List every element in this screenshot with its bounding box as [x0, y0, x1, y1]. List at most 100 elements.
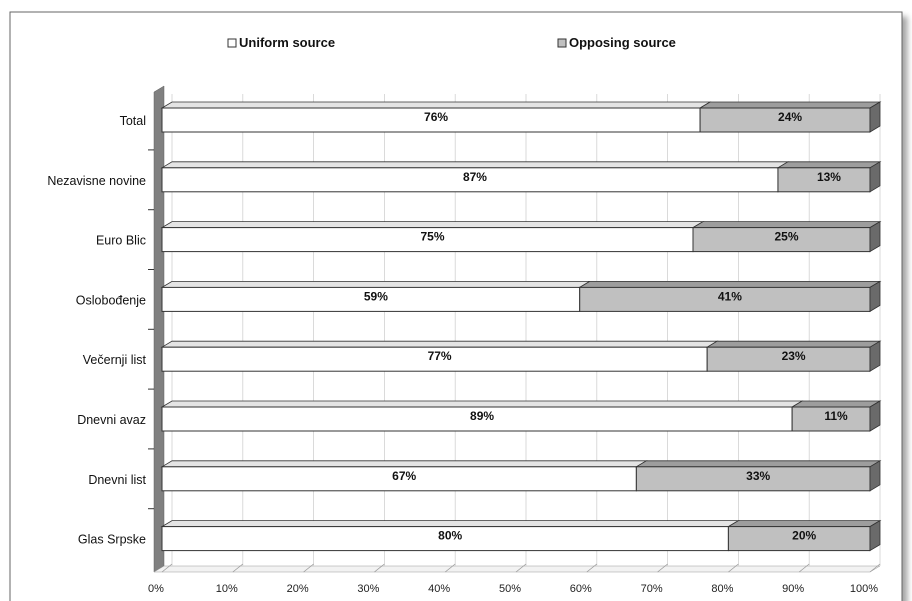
category-label: Dnevni list: [88, 473, 146, 487]
bar-euro-blic-opposing-source: 25%: [691, 220, 882, 253]
bar-front-face: [579, 286, 871, 312]
bar-side-face: [869, 460, 881, 492]
data-label: 24%: [778, 110, 802, 124]
bar-front-face: [161, 286, 581, 312]
data-label: 13%: [817, 170, 841, 184]
floor-gridline: [515, 563, 527, 573]
bar-nezavisne-novine-uniform-source: 87%: [160, 161, 790, 193]
x-tick-label: 40%: [428, 583, 450, 595]
bar-vecernji-list-uniform-source: 77%: [160, 340, 719, 372]
bar-side-face: [869, 340, 881, 372]
bar-top-face: [776, 161, 882, 169]
bar-oslobo-enje-opposing-source: 41%: [578, 280, 882, 313]
category-label: Oslobođenje: [76, 293, 146, 307]
bar-top-face: [160, 101, 712, 109]
bar-oslobo-enje-uniform-source: 59%: [160, 280, 592, 312]
bar-total-uniform-source: 76%: [160, 101, 712, 133]
bar-top-face: [160, 280, 592, 288]
bar-glas-srpske-opposing-source: 20%: [726, 519, 882, 552]
bar-nezavisne-novine-opposing-source: 13%: [776, 161, 882, 193]
bar-top-face: [160, 520, 740, 527]
x-tick-label: 100%: [850, 583, 878, 595]
legend: Uniform source Opposing source: [227, 35, 676, 50]
data-label: 89%: [470, 409, 494, 423]
bar-euro-blic-uniform-source: 75%: [160, 221, 705, 253]
bar-dnevni-avaz-opposing-source: 11%: [790, 400, 882, 432]
x-tick-label: 50%: [499, 583, 521, 595]
data-label: 87%: [463, 170, 487, 184]
floor-gridline: [374, 563, 385, 573]
floor-gridline: [232, 563, 244, 573]
category-label: Euro Blic: [96, 234, 146, 248]
bar-total-opposing-source: 24%: [698, 101, 882, 133]
legend-item-opposing-source: Opposing source: [557, 35, 676, 50]
bar-front-face: [777, 167, 871, 193]
value-axis: 0% 10% 20% 30% 40% 50% 60% 70% 80% 90% 100%: [148, 583, 878, 595]
legend-label: Uniform source: [239, 35, 335, 50]
bar-dnevni-list-uniform-source: 67%: [160, 460, 648, 492]
floor-gridline: [728, 563, 739, 573]
category-label: Glas Srpske: [78, 533, 146, 547]
x-tick-label: 20%: [287, 583, 309, 595]
data-label: 67%: [392, 469, 416, 483]
data-label: 75%: [420, 230, 444, 244]
data-label: 59%: [364, 289, 388, 303]
bar-top-face: [698, 101, 882, 109]
bar-side-face: [869, 101, 881, 133]
category-label: Total: [120, 114, 146, 128]
floor-gridline: [586, 563, 598, 573]
bar-top-face: [691, 221, 882, 229]
x-tick-label: 90%: [782, 583, 804, 595]
data-label: 25%: [774, 230, 798, 244]
bar-side-face: [869, 161, 881, 193]
data-label: 41%: [718, 289, 742, 303]
x-tick-label: 10%: [216, 583, 238, 595]
floor-gridline: [657, 563, 668, 573]
data-label: 23%: [782, 349, 806, 363]
bar-top-face: [726, 520, 882, 527]
data-label: 76%: [424, 110, 448, 124]
bar-top-face: [578, 280, 882, 288]
floor-gridline: [798, 563, 810, 573]
bar-top-face: [160, 161, 790, 169]
bar-front-face: [161, 107, 701, 133]
bar-front-face: [161, 167, 779, 193]
bar-front-face: [699, 107, 871, 133]
bar-side-face: [869, 220, 881, 253]
data-label: 20%: [792, 529, 816, 543]
x-tick-label: 80%: [711, 583, 733, 595]
data-label: 11%: [824, 409, 848, 423]
bar-top-face: [790, 400, 882, 408]
bar-top-face: [634, 460, 882, 468]
category-axis: Total Nezavisne novine Euro Blic Oslobođenj…: [47, 114, 154, 547]
bar-dnevni-avaz-uniform-source: 89%: [160, 400, 804, 432]
x-tick-label: 60%: [570, 583, 592, 595]
plot-area: [153, 85, 881, 573]
bar-dnevni-list-opposing-source: 33%: [634, 460, 882, 492]
floor-gridline: [869, 563, 881, 573]
bar-top-face: [160, 460, 648, 468]
category-label: Večernji list: [83, 353, 147, 367]
bar-front-face: [635, 466, 871, 492]
bar-side-face: [869, 280, 881, 313]
legend-swatch: [227, 38, 237, 48]
data-label: 33%: [746, 469, 770, 483]
bar-top-face: [160, 221, 705, 229]
bar-side-face: [869, 519, 881, 552]
floor-gridline: [444, 563, 456, 573]
side-wall: [153, 85, 165, 573]
bar-top-face: [705, 340, 882, 348]
legend-label: Opposing source: [569, 35, 676, 50]
floor-gridline: [303, 563, 314, 573]
data-label: 77%: [428, 349, 452, 363]
floor-gridline: [161, 563, 173, 573]
x-tick-label: 70%: [641, 583, 663, 595]
legend-swatch: [557, 38, 567, 48]
x-tick-label: 0%: [148, 583, 164, 595]
data-label: 80%: [438, 529, 462, 543]
bar-front-face: [692, 227, 871, 253]
bar-top-face: [160, 400, 804, 408]
bars: 76% 24% 87% 13% 75% 25% 59% 41% 77% 23% 89% 11% 67% 3…: [160, 101, 882, 552]
x-tick-label: 30%: [357, 583, 379, 595]
